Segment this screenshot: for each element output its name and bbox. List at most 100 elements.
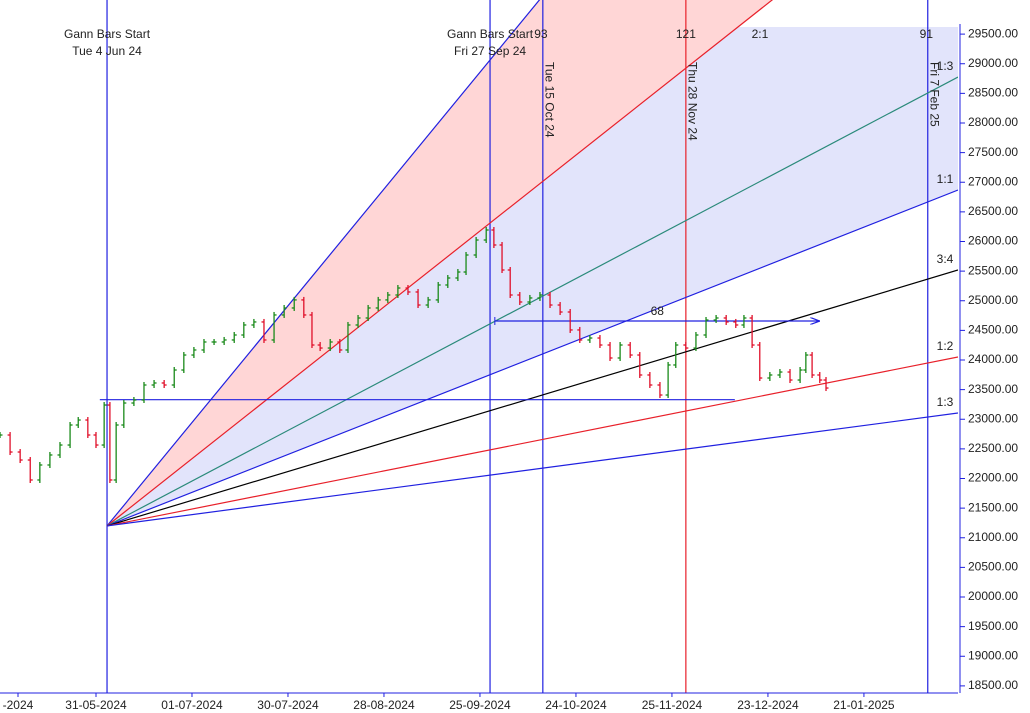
price-bar (767, 371, 773, 382)
y-tick-label: 26500.00 (968, 204, 1018, 218)
fan-line (106, 269, 958, 527)
price-bar (587, 335, 593, 343)
shading-layer (107, 0, 958, 526)
vertical-label: Gann Bars Start (447, 27, 534, 41)
y-tick-label: 26000.00 (968, 234, 1018, 248)
price-bar (151, 379, 157, 389)
price-bar (47, 451, 53, 468)
x-tick-label: 31-05-2024 (65, 698, 127, 712)
price-bar (251, 318, 257, 328)
fan-shade (107, 27, 958, 526)
x-tick-label: 25-09-2024 (449, 698, 511, 712)
price-bar (637, 352, 643, 378)
price-bar (171, 367, 177, 389)
x-tick-label: 21-01-2025 (833, 698, 895, 712)
price-bar (657, 382, 663, 399)
price-bar (577, 326, 583, 343)
price-bar (455, 269, 461, 281)
price-bar (211, 338, 217, 345)
price-bar (703, 317, 709, 338)
price-bar (777, 369, 783, 378)
bar-count: 91 (920, 27, 934, 41)
price-bar (557, 302, 563, 316)
y-tick-label: 27500.00 (968, 145, 1018, 159)
price-bar (463, 252, 469, 276)
price-bar (507, 266, 513, 298)
price-bar (93, 432, 99, 449)
fan-line (106, 189, 958, 527)
price-bar (291, 296, 297, 311)
price-bar (395, 285, 401, 298)
price-bar (607, 342, 613, 361)
price-bar (261, 318, 267, 343)
y-tick-label: 28500.00 (968, 86, 1018, 100)
price-bar (281, 304, 287, 318)
fan-label: 1:1 (937, 172, 954, 186)
plot-area (0, 0, 958, 693)
price-bar (517, 291, 523, 305)
price-bar (803, 352, 809, 374)
price-bar (647, 371, 653, 389)
price-bar (527, 294, 533, 305)
price-bar (121, 400, 127, 429)
vertical-label: Tue 4 Jun 24 (72, 44, 142, 58)
y-tick-label: 25500.00 (968, 263, 1018, 277)
price-bar (741, 314, 747, 328)
price-bar (673, 342, 679, 368)
x-tick-label: 25-11-2024 (642, 698, 703, 712)
vertical-label: Thu 28 Nov 24 (686, 62, 700, 141)
y-tick-label: 25000.00 (968, 293, 1018, 307)
y-tick-label: 19000.00 (968, 648, 1018, 662)
y-tick-label: 29500.00 (968, 26, 1018, 40)
price-bar (355, 314, 361, 328)
y-tick-label: 23500.00 (968, 382, 1018, 396)
price-bar (473, 237, 479, 259)
fan-label: 1:3 (937, 395, 954, 409)
axes: Gann Bars Start Tue 4 Jun 24 Gann Bars Sta… (0, 24, 1018, 712)
price-bar (683, 342, 689, 352)
arrow-label: 68 (651, 304, 665, 318)
x-tick-label: 30-07-2024 (257, 698, 319, 712)
price-bar (113, 422, 119, 483)
price-bar (537, 291, 543, 301)
y-tick-label: 23000.00 (968, 411, 1018, 425)
price-bar (445, 274, 451, 288)
y-tick-label: 21000.00 (968, 530, 1018, 544)
price-bar (547, 291, 553, 309)
price-bar (131, 396, 137, 407)
y-tick-label: 24500.00 (968, 323, 1018, 337)
price-bar (17, 449, 23, 464)
price-bar (385, 291, 391, 303)
price-bar (67, 422, 73, 449)
price-bar (749, 314, 755, 349)
price-bar (435, 281, 441, 303)
price-bar (499, 241, 505, 273)
price-bar (425, 296, 431, 309)
vertical-label: Gann Bars Start (64, 27, 151, 41)
y-tick-label: 21500.00 (968, 500, 1018, 514)
fan-line (106, 76, 958, 527)
vertical-label: Fri 7 Feb 25 (928, 62, 942, 127)
bar-count: 93 (534, 27, 548, 41)
x-tick-label: 23-12-2024 (737, 698, 799, 712)
y-tick-label: 22000.00 (968, 471, 1018, 485)
price-bar (345, 321, 351, 353)
price-bar (75, 417, 81, 429)
x-tick-label: -2024 (3, 698, 34, 712)
price-bar (337, 338, 343, 353)
price-bar (201, 338, 207, 353)
fan-label: 1:3 (937, 59, 954, 73)
price-bar (241, 321, 247, 338)
price-bar (57, 442, 63, 458)
fan-label: 2:1 (752, 27, 769, 41)
price-bar (723, 314, 729, 325)
price-bar (221, 336, 227, 345)
price-bar (597, 335, 603, 349)
y-tick-label: 18500.00 (968, 678, 1018, 692)
price-bar (817, 371, 823, 384)
price-bar (483, 226, 489, 244)
price-bar (327, 338, 333, 352)
price-bar (823, 377, 829, 392)
price-bar (375, 296, 381, 311)
y-tick-label: 19500.00 (968, 619, 1018, 633)
